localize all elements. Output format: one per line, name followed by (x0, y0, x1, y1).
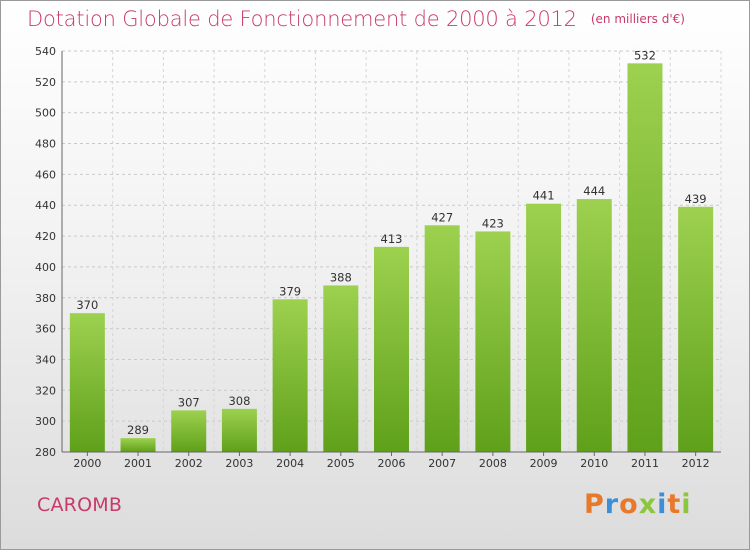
x-tick-label-2006: 2006 (378, 457, 406, 470)
y-tick-label: 460 (35, 168, 56, 181)
data-label-2003: 308 (228, 394, 250, 408)
x-tick-label-2011: 2011 (631, 457, 659, 470)
proxiti-logo[interactable]: Proxiti (584, 489, 692, 520)
y-tick-label: 520 (35, 76, 56, 89)
y-tick-label: 320 (35, 384, 56, 397)
x-tick-label-2010: 2010 (580, 457, 608, 470)
x-tick-label-2005: 2005 (327, 457, 355, 470)
logo-letter: o (619, 489, 639, 520)
y-tick-label: 400 (35, 261, 56, 274)
bar-2006 (374, 246, 409, 452)
x-tick-label-2009: 2009 (530, 457, 558, 470)
data-label-2010: 444 (583, 184, 605, 198)
y-tick-label: 420 (35, 230, 56, 243)
data-label-2012: 439 (685, 192, 707, 206)
commune-name: CAROMB (37, 494, 123, 516)
y-tick-label: 340 (35, 353, 56, 366)
y-tick-label: 380 (35, 292, 56, 305)
data-label-2008: 423 (482, 216, 504, 230)
bars: 370 289 307 308 379 388 413 427 423 441 444 532 439 (69, 48, 714, 452)
bar-2000 (69, 313, 105, 452)
chart-title: Dotation Globale de Fonctionnement de 20… (27, 7, 685, 31)
bar-2001 (120, 438, 156, 452)
logo-letter: t (667, 489, 682, 520)
y-tick-label: 280 (35, 446, 56, 459)
data-label-2005: 388 (330, 270, 352, 284)
data-label-2011: 532 (634, 48, 656, 62)
bar-2005 (323, 285, 359, 452)
x-tick-label-2003: 2003 (225, 457, 253, 470)
x-tick-label-2012: 2012 (682, 457, 710, 470)
logo-letter: i (657, 489, 668, 520)
bar-2011 (627, 63, 663, 452)
bar-2009 (526, 203, 562, 452)
data-label-2004: 379 (279, 284, 301, 298)
axes: 280 300 320 340 360 380 400 420 440 460 480 500 520 5… (35, 45, 721, 470)
logo-letter: P (584, 489, 605, 520)
y-tick-label: 360 (35, 323, 56, 336)
x-tick-label-2000: 2000 (73, 457, 101, 470)
bar-2007 (424, 225, 460, 452)
data-label-2001: 289 (127, 423, 149, 437)
y-tick-label: 500 (35, 107, 56, 120)
title-text: Dotation Globale de Fonctionnement de 20… (27, 7, 577, 31)
x-tick-label-2008: 2008 (479, 457, 507, 470)
x-tick-label-2007: 2007 (428, 457, 456, 470)
x-tick-label-2004: 2004 (276, 457, 304, 470)
data-label-2007: 427 (431, 210, 453, 224)
bar-2010 (576, 199, 612, 452)
logo-letter: r (604, 489, 620, 520)
y-tick-label: 300 (35, 415, 56, 428)
bar-2008 (475, 231, 511, 452)
logo-letter: x (638, 489, 658, 520)
y-tick-label: 480 (35, 138, 56, 151)
data-label-2002: 307 (178, 395, 200, 409)
bar-2003 (221, 408, 257, 452)
data-label-2000: 370 (76, 298, 98, 312)
data-label-2006: 413 (381, 232, 403, 246)
unit-note: (en milliers d'€) (590, 12, 685, 26)
data-label-2009: 441 (533, 189, 555, 203)
bar-2004 (272, 299, 308, 452)
x-tick-label-2001: 2001 (124, 457, 152, 470)
y-tick-label: 440 (35, 199, 56, 212)
y-tick-label: 540 (35, 45, 56, 58)
logo-letter: i (681, 489, 692, 520)
bar-2012 (678, 206, 714, 452)
x-tick-label-2002: 2002 (175, 457, 203, 470)
bar-2002 (171, 410, 207, 452)
